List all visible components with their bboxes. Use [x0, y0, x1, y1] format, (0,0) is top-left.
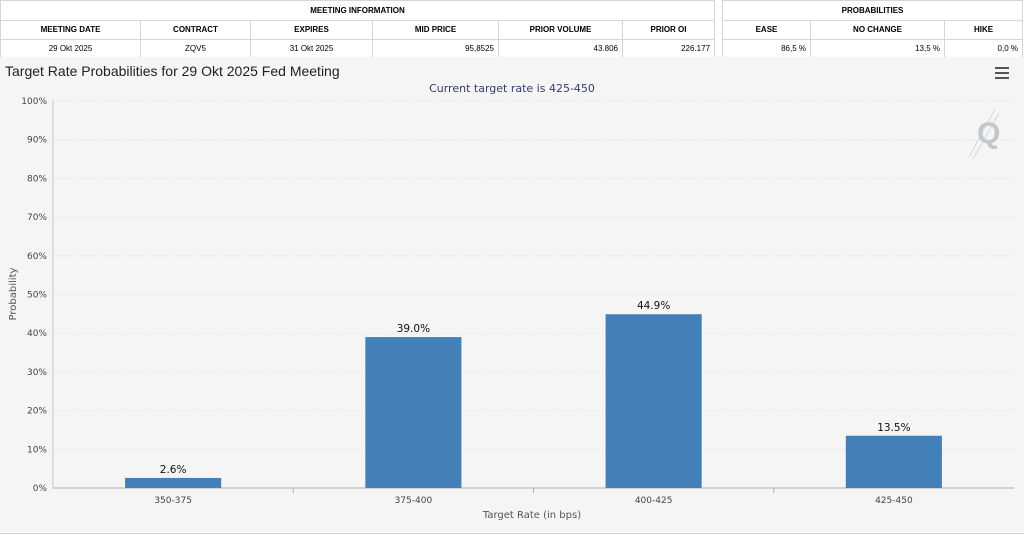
y-tick-label: 30% [27, 368, 47, 378]
meeting-date-value: 29 Okt 2025 [0, 39, 141, 58]
table-row: 29 Okt 2025 ZQV5 31 Okt 2025 95,8525 43.… [0, 39, 716, 58]
probabilities-header: PROBABILITIES [722, 0, 1023, 21]
x-axis-title: Target Rate (in bps) [482, 510, 581, 521]
expires-value: 31 Okt 2025 [250, 39, 373, 58]
bar-400-425[interactable] [605, 314, 702, 488]
bar-425-450[interactable] [845, 435, 942, 488]
hamburger-menu-icon[interactable] [995, 67, 1009, 79]
bar-350-375[interactable] [125, 477, 222, 488]
col-prior-oi: PRIOR OI [621, 20, 716, 40]
y-tick-label: 50% [27, 291, 47, 301]
no-change-value: 13,5 % [810, 39, 945, 58]
y-tick-label: 10% [27, 445, 47, 455]
bar-375-400[interactable] [365, 337, 462, 488]
col-hike: HIKE [944, 20, 1023, 40]
col-contract: CONTRACT [140, 20, 251, 40]
mid-price-value: 95,8525 [372, 39, 499, 58]
y-tick-label: 40% [27, 329, 47, 339]
chart-title: Target Rate Probabilities for 29 Okt 202… [5, 63, 340, 79]
chart-subtitle: Current target rate is 425-450 [429, 82, 595, 95]
contract-value: ZQV5 [140, 39, 251, 58]
table-row: 86,5 % 13,5 % 0,0 % [722, 39, 1023, 58]
ease-value: 86,5 % [722, 39, 811, 58]
data-label: 39.0% [397, 323, 430, 335]
col-mid-price: MID PRICE [372, 20, 499, 40]
bar-chart: 0% 10% 20% 30% 40% 50% 60% 70% 80% 90% 100% 2.6% 350… [8, 97, 1014, 521]
meeting-information-header: MEETING INFORMATION [0, 0, 716, 21]
col-ease: EASE [722, 20, 811, 40]
col-expires: EXPIRES [250, 20, 373, 40]
col-meeting-date: MEETING DATE [0, 20, 141, 40]
y-tick-label: 90% [27, 136, 47, 146]
y-tick-label: 80% [27, 174, 47, 184]
x-tick-label: 375-400 [395, 496, 433, 506]
q-logo-icon: Q [968, 108, 1000, 160]
data-label: 13.5% [877, 422, 910, 434]
svg-text:Q: Q [977, 117, 1000, 150]
data-label: 44.9% [637, 300, 670, 312]
y-tick-label: 20% [27, 407, 47, 417]
col-no-change: NO CHANGE [810, 20, 945, 40]
y-tick-label: 60% [27, 252, 47, 262]
y-tick-label: 0% [33, 484, 48, 494]
data-label: 2.6% [160, 464, 187, 476]
x-tick-label: 425-450 [875, 496, 913, 506]
y-axis-title: Probability [8, 267, 19, 320]
probabilities-table: PROBABILITIES EASE NO CHANGE HIKE 86,5 %… [722, 0, 1023, 58]
chart-area: 0% 10% 20% 30% 40% 50% 60% 70% 80% 90% 100% 2.6% 350… [0, 57, 1024, 532]
hike-value: 0,0 % [944, 39, 1023, 58]
col-prior-volume: PRIOR VOLUME [498, 20, 623, 40]
prior-volume-value: 43.806 [498, 39, 623, 58]
y-tick-label: 70% [27, 213, 47, 223]
y-tick-label: 100% [21, 97, 47, 107]
prior-oi-value: 226.177 [621, 39, 716, 58]
meeting-information-table: MEETING INFORMATION MEETING DATE CONTRAC… [0, 0, 716, 58]
x-tick-label: 400-425 [635, 496, 673, 506]
x-tick-label: 350-375 [154, 496, 192, 506]
bottom-divider [0, 533, 1024, 534]
